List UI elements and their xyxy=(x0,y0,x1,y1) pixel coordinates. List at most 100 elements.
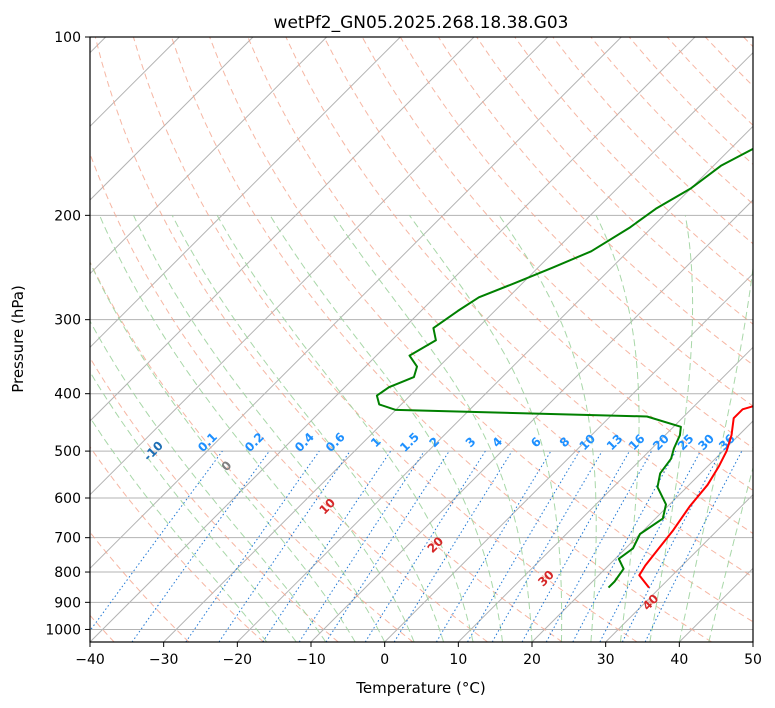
x-tick-label: 20 xyxy=(523,652,541,668)
mixing-ratio-label: 20 xyxy=(650,431,672,453)
temperature-profile-line xyxy=(638,405,753,589)
isotherm-line xyxy=(384,272,753,642)
x-tick-label: 40 xyxy=(670,652,688,668)
moist-adiabat-line xyxy=(269,215,503,642)
moist-adiabat-line xyxy=(171,215,445,642)
axes: −40 −30 −20 −10 0 10 20 30 40 5010020030040050060… xyxy=(45,30,762,668)
x-tick-label: 0 xyxy=(380,652,389,668)
mixing-ratio-line xyxy=(467,450,580,642)
chart-title: wetPf2_GN05.2025.268.18.38.G03 xyxy=(274,13,569,33)
y-tick-label: 200 xyxy=(54,208,81,224)
dry-adiabat-line xyxy=(90,531,190,642)
x-tick-label: −10 xyxy=(296,652,326,668)
dry-adiabat-line xyxy=(514,37,753,285)
dry-adiabat-line xyxy=(171,37,712,642)
isotherm-line xyxy=(236,125,753,642)
isotherm-line xyxy=(457,346,753,642)
dry-adiabat-line xyxy=(247,37,753,578)
mixing-ratio-line xyxy=(393,450,513,642)
moist-adiabat-line xyxy=(90,416,268,642)
isotherm-line xyxy=(90,37,328,275)
dry-adiabat-line xyxy=(90,152,488,642)
mixing-ratio-label: 3 xyxy=(463,434,479,450)
y-tick-label: 100 xyxy=(54,30,81,46)
moist-adiabat-line xyxy=(99,215,386,642)
dry-adiabat-line xyxy=(132,37,638,642)
x-axis-title: Temperature (°C) xyxy=(355,679,485,697)
isotherm-line xyxy=(678,567,753,642)
mixing-ratio-line xyxy=(521,450,630,642)
mixing-ratio-label: 30 xyxy=(695,431,717,453)
mixing-ratio-line xyxy=(545,450,653,642)
dry-adiabat-line xyxy=(590,37,753,205)
mixing-ratio-line xyxy=(298,450,425,642)
y-tick-label: 500 xyxy=(54,444,81,460)
mixing-ratio-label: 4 xyxy=(489,434,505,450)
dry-adiabat-line xyxy=(90,356,339,642)
dry-adiabat-line xyxy=(476,37,753,325)
moist-adiabat-line xyxy=(90,370,297,642)
moist-adiabat-line xyxy=(649,215,694,642)
moist-adiabat-line xyxy=(708,465,753,642)
dry-adiabat-line xyxy=(437,37,753,366)
mixing-ratio-line xyxy=(325,450,450,642)
mixing-ratio-label: 8 xyxy=(557,434,573,450)
mixing-ratio-line xyxy=(218,450,351,642)
dry-adiabat-label: 0 xyxy=(219,458,235,474)
mixing-ratio-label: 16 xyxy=(626,431,648,453)
mixing-ratio-line xyxy=(185,450,320,642)
isotherm-line xyxy=(163,51,753,642)
dry-adiabat-line xyxy=(743,37,753,48)
mixing-ratio-line xyxy=(131,450,270,642)
x-tick-label: 50 xyxy=(744,652,762,668)
moist-adiabat-line xyxy=(90,261,356,642)
moist-adiabat-line xyxy=(332,215,533,642)
mixing-ratio-label: 6 xyxy=(528,434,544,450)
y-tick-label: 300 xyxy=(54,313,81,329)
y-tick-label: 400 xyxy=(54,387,81,403)
plot-frame xyxy=(89,36,754,643)
isotherm-line xyxy=(752,641,753,642)
moist-adiabat-line xyxy=(216,215,474,642)
y-tick-label: 800 xyxy=(54,565,81,581)
isotherm-line xyxy=(90,37,401,349)
dry-adiabat-label: -10 xyxy=(141,438,166,463)
moist-adiabat-line xyxy=(408,215,563,642)
y-axis-title: Pressure (hPa) xyxy=(9,285,27,393)
isotherm-line xyxy=(90,37,254,201)
x-tick-label: −30 xyxy=(149,652,179,668)
mixing-ratio-label: 1 xyxy=(368,434,384,450)
mixing-ratio-line xyxy=(644,450,743,642)
dry-adiabat-line xyxy=(704,37,753,87)
mixing-ratio-line xyxy=(599,450,701,642)
isotherm-line xyxy=(90,37,622,570)
line-labels: 0.10.20.40.611.52346810131620253036-100-… xyxy=(90,420,738,613)
dry-adiabat-line xyxy=(90,446,264,642)
dry-adiabat-label: 30 xyxy=(535,568,557,590)
x-tick-label: 30 xyxy=(597,652,615,668)
background-lines xyxy=(90,37,753,642)
dry-adiabat-line xyxy=(94,37,563,642)
mixing-ratio-label: 25 xyxy=(675,431,697,453)
isotherm-line xyxy=(90,37,549,496)
dry-adiabat-line xyxy=(209,37,753,623)
isotherm-line xyxy=(605,493,753,642)
moist-adiabat-line xyxy=(90,320,327,642)
sounding-profiles xyxy=(375,147,753,589)
dry-adiabat-line xyxy=(90,260,414,642)
mixing-ratio-label: 13 xyxy=(604,431,626,453)
dry-adiabat-line xyxy=(666,37,753,126)
dry-adiabat-line xyxy=(285,37,753,535)
mixing-ratio-line xyxy=(90,450,223,632)
mixing-ratio-line xyxy=(572,450,677,642)
y-tick-label: 700 xyxy=(54,531,81,547)
y-tick-label: 1000 xyxy=(45,622,81,638)
moist-adiabat-line xyxy=(678,264,753,642)
y-tick-label: 900 xyxy=(54,595,81,611)
x-tick-label: −20 xyxy=(223,652,253,668)
isotherm-line xyxy=(310,199,753,642)
dewpoint-profile-line xyxy=(375,147,753,589)
moist-adiabat-line xyxy=(133,215,415,642)
isotherm-line xyxy=(531,420,753,642)
